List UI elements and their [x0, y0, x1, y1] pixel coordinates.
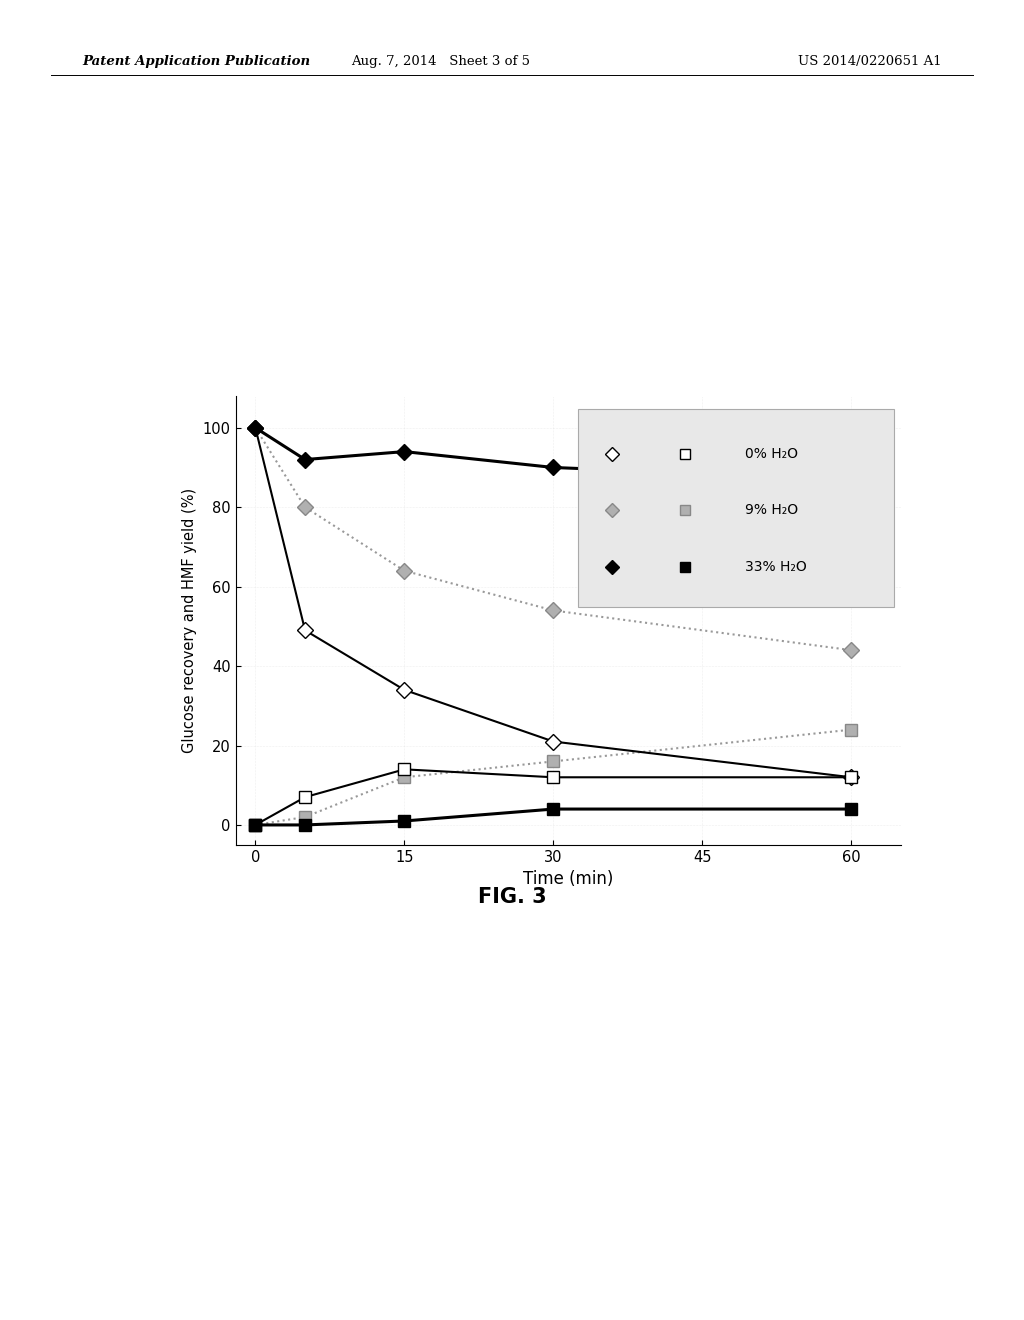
Text: US 2014/0220651 A1: US 2014/0220651 A1	[799, 55, 942, 69]
Text: 0% H₂O: 0% H₂O	[744, 447, 798, 462]
Text: Aug. 7, 2014   Sheet 3 of 5: Aug. 7, 2014 Sheet 3 of 5	[351, 55, 529, 69]
Y-axis label: Glucose recovery and HMF yield (%): Glucose recovery and HMF yield (%)	[182, 488, 197, 752]
X-axis label: Time (min): Time (min)	[523, 870, 613, 888]
Text: Patent Application Publication: Patent Application Publication	[82, 55, 310, 69]
Text: 33% H₂O: 33% H₂O	[744, 560, 807, 574]
FancyBboxPatch shape	[579, 409, 895, 607]
Text: FIG. 3: FIG. 3	[477, 887, 547, 907]
Text: 9% H₂O: 9% H₂O	[744, 503, 798, 517]
